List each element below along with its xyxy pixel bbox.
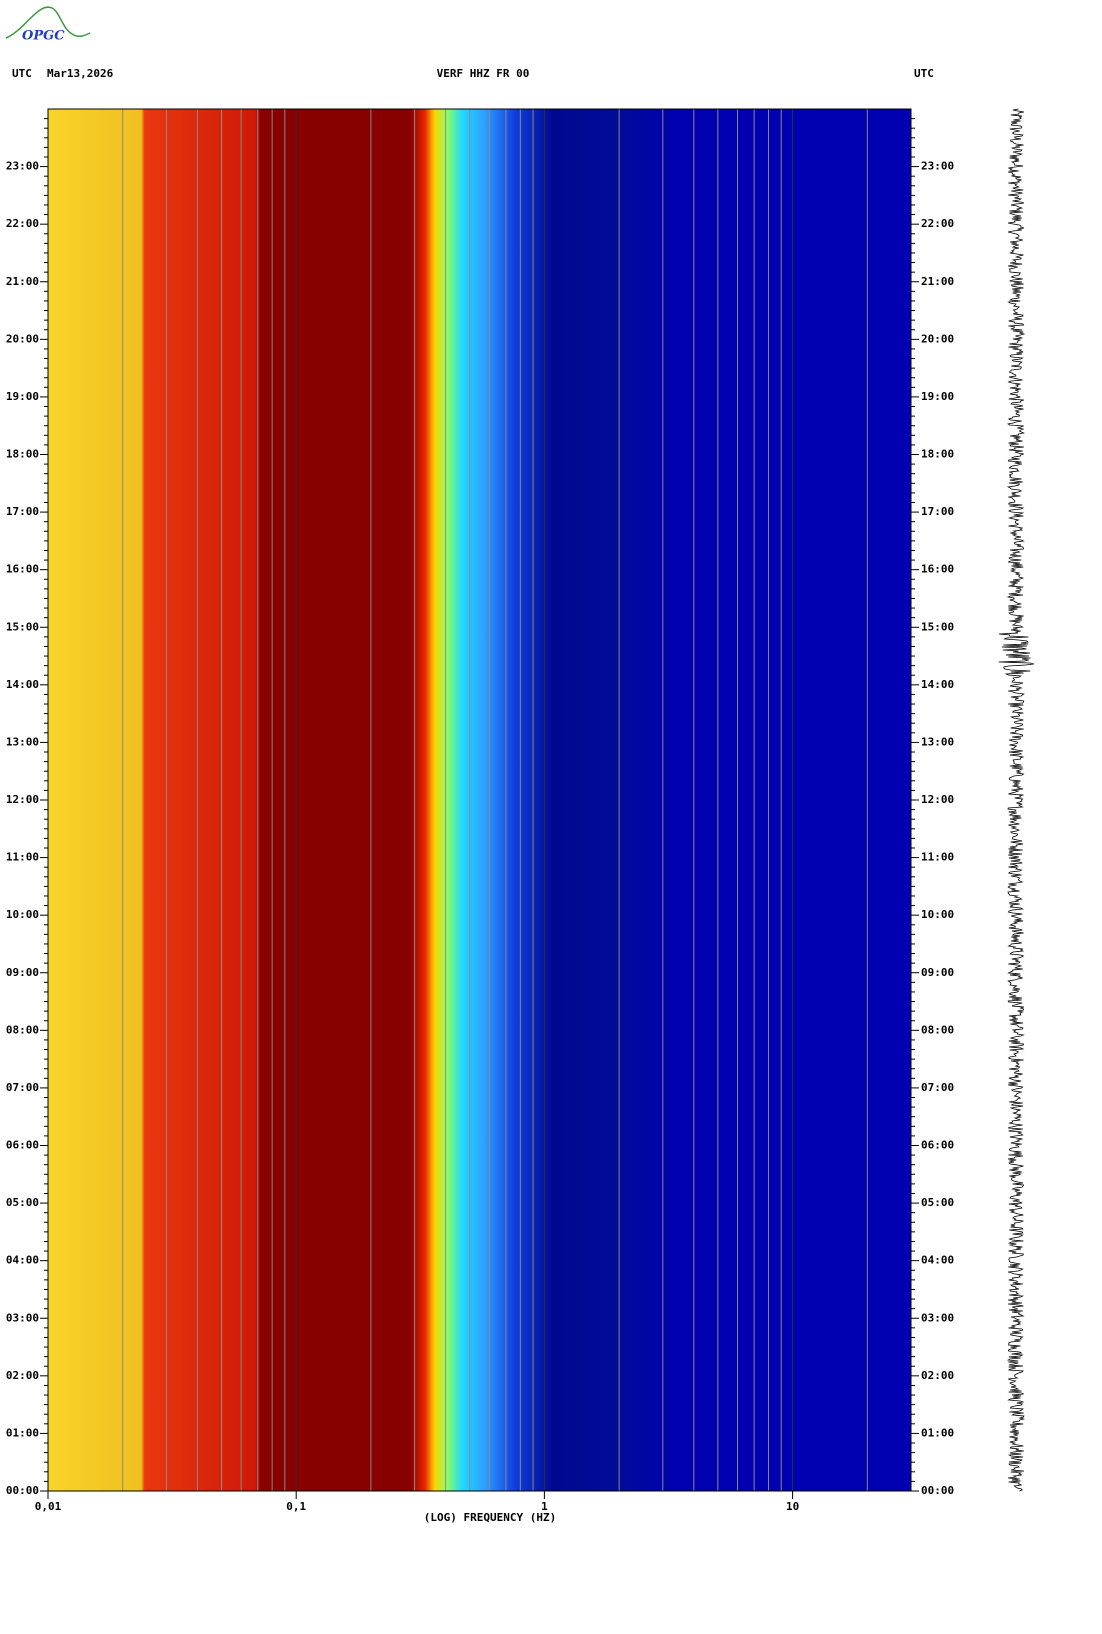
y-tick-label: 22:00 [921, 217, 954, 230]
y-tick-label: 09:00 [6, 966, 39, 979]
y-tick-label: 01:00 [921, 1426, 954, 1439]
y-tick-label: 16:00 [921, 563, 954, 576]
y-tick-label: 08:00 [921, 1023, 954, 1036]
y-tick-label: 17:00 [921, 505, 954, 518]
x-tick-label: 0,01 [35, 1500, 62, 1513]
y-tick-label: 09:00 [921, 966, 954, 979]
y-tick-label: 00:00 [921, 1484, 954, 1497]
y-tick-label: 20:00 [921, 332, 954, 345]
y-tick-label: 12:00 [6, 793, 39, 806]
y-tick-label: 22:00 [6, 217, 39, 230]
y-tick-label: 20:00 [6, 332, 39, 345]
y-tick-label: 19:00 [921, 390, 954, 403]
header-zone: UTC [12, 67, 32, 80]
y-tick-label: 07:00 [6, 1081, 39, 1094]
y-tick-label: 03:00 [6, 1311, 39, 1324]
y-tick-label: 15:00 [6, 620, 39, 633]
y-tick-label: 18:00 [921, 448, 954, 461]
y-tick-label: 04:00 [6, 1254, 39, 1267]
y-tick-label: 17:00 [6, 505, 39, 518]
plot-frame [47, 108, 912, 1492]
seismogram [998, 108, 1035, 1492]
y-tick-label: 14:00 [6, 678, 39, 691]
y-tick-label: 23:00 [921, 160, 954, 173]
spectrogram [48, 109, 911, 1491]
logo-curve [5, 6, 91, 39]
y-tick-label: 15:00 [921, 620, 954, 633]
y-tick-label: 11:00 [6, 851, 39, 864]
y-tick-label: 01:00 [6, 1426, 39, 1439]
y-tick-label: 04:00 [921, 1254, 954, 1267]
y-tick-label: 12:00 [921, 793, 954, 806]
y-tick-label: 02:00 [921, 1369, 954, 1382]
x-tick-label: 10 [786, 1500, 799, 1513]
y-tick-label: 10:00 [6, 908, 39, 921]
header-date: Mar13,2026 [47, 67, 114, 80]
y-tick-label: 18:00 [6, 448, 39, 461]
x-axis-label: (LOG) FREQUENCY (HZ) [424, 1511, 556, 1524]
logo: OPGC [22, 29, 65, 44]
y-tick-label: 00:00 [6, 1484, 39, 1497]
y-tick-label: 21:00 [6, 275, 39, 288]
header-zone: UTC [914, 67, 934, 80]
y-tick-label: 05:00 [921, 1196, 954, 1209]
y-tick-label: 02:00 [6, 1369, 39, 1382]
seismogram-trace [998, 108, 1035, 1492]
y-tick-label: 06:00 [921, 1139, 954, 1152]
header-station: VERF HHZ FR 00 [437, 67, 530, 80]
y-tick-label: 13:00 [921, 735, 954, 748]
y-tick-label: 19:00 [6, 390, 39, 403]
y-tick-label: 10:00 [921, 908, 954, 921]
y-tick-label: 07:00 [921, 1081, 954, 1094]
y-tick-label: 16:00 [6, 563, 39, 576]
y-tick-label: 11:00 [921, 851, 954, 864]
y-tick-label: 21:00 [921, 275, 954, 288]
y-tick-label: 05:00 [6, 1196, 39, 1209]
y-tick-label: 23:00 [6, 160, 39, 173]
x-tick-label: 0,1 [286, 1500, 306, 1513]
y-tick-label: 13:00 [6, 735, 39, 748]
y-tick-label: 08:00 [6, 1023, 39, 1036]
x-tick-label: 1 [541, 1500, 548, 1513]
y-tick-label: 06:00 [6, 1139, 39, 1152]
y-tick-label: 14:00 [921, 678, 954, 691]
y-tick-label: 03:00 [921, 1311, 954, 1324]
